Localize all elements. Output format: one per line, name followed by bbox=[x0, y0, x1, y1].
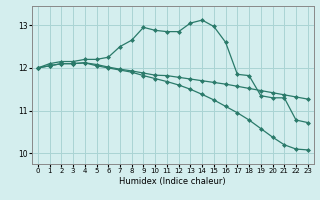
X-axis label: Humidex (Indice chaleur): Humidex (Indice chaleur) bbox=[119, 177, 226, 186]
